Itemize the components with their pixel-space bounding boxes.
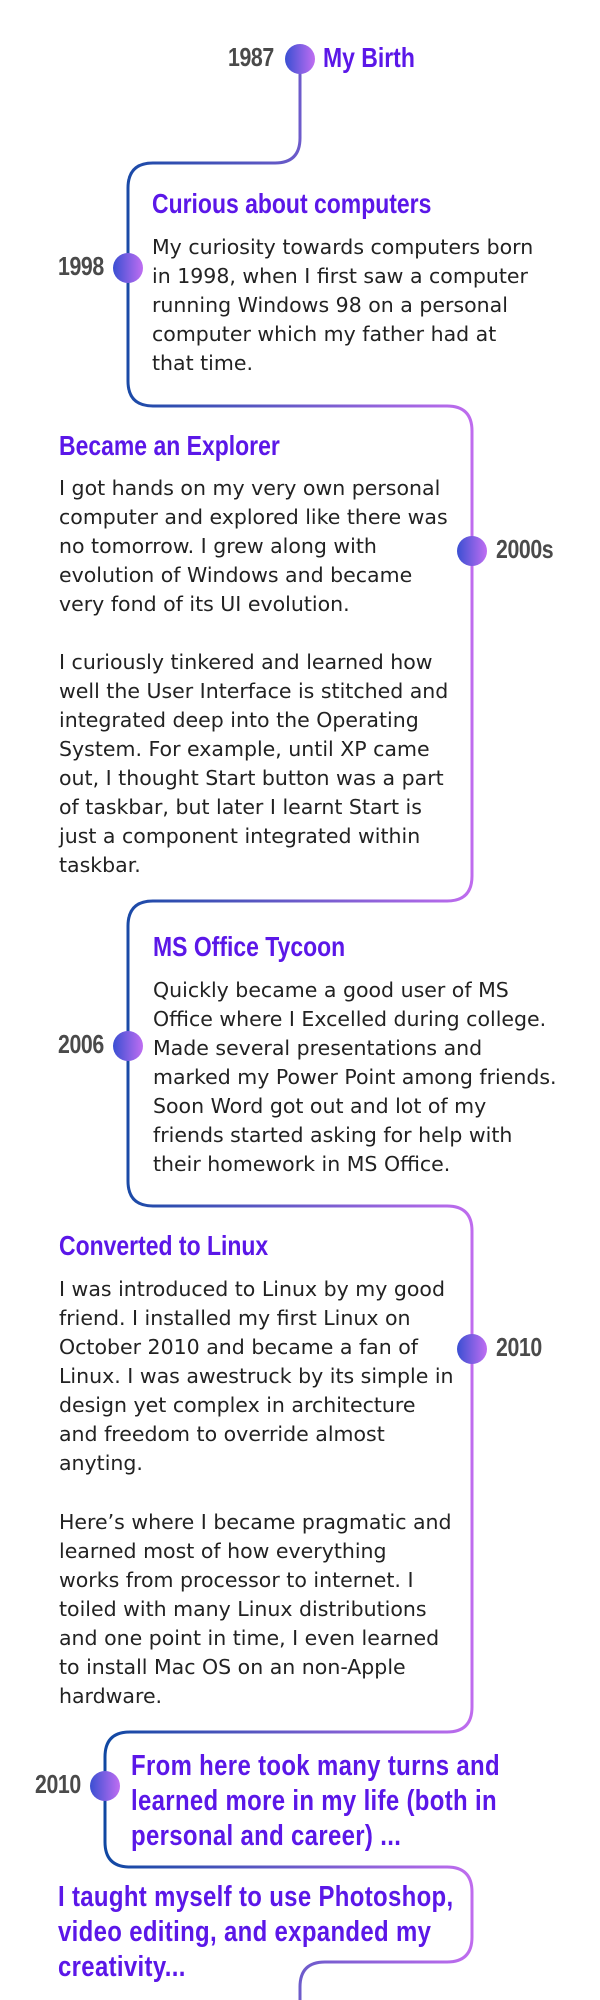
statement-line: video editing, and expanded my xyxy=(58,1916,432,1948)
description-line: works from processor to internet. I xyxy=(59,1568,414,1592)
description-line: marked my Power Point among friends. xyxy=(153,1065,557,1089)
milestone-statement: From here took many turns and learned mor… xyxy=(131,1749,500,1854)
description-line: toiled with many Linux distributions xyxy=(59,1597,427,1621)
description-line: friends started asking for help with xyxy=(153,1123,513,1147)
year-label: 2010 xyxy=(496,1332,542,1362)
milestone-title: Became an Explorer xyxy=(59,430,280,461)
description-line: computer and explored like there was xyxy=(59,505,448,529)
description-line: System. For example, until XP came xyxy=(59,737,430,761)
milestone-statement: I taught myself to use Photoshop, video e… xyxy=(58,1880,453,1985)
year-label: 2000s xyxy=(496,534,554,564)
timeline-dot xyxy=(457,536,487,566)
description-line: Office where I Excelled during college. xyxy=(153,1007,547,1031)
description-line: I got hands on my very own personal xyxy=(59,476,441,500)
statement-line: I taught myself to use Photoshop, xyxy=(58,1881,454,1913)
statement-line: creativity... xyxy=(58,1951,186,1983)
description-line: Soon Word got out and lot of my xyxy=(153,1094,487,1118)
timeline-dot xyxy=(285,44,315,74)
milestone-description: I got hands on my very own personal compu… xyxy=(59,474,459,619)
description-line: running Windows 98 on a personal xyxy=(152,293,508,317)
description-line: that time. xyxy=(152,351,253,375)
timeline-dot xyxy=(113,1031,143,1061)
milestone-description: Here’s where I became pragmatic and learn… xyxy=(59,1508,459,1711)
timeline-segment xyxy=(103,59,474,2000)
description-line: and one point in time, I even learned xyxy=(59,1626,440,1650)
milestone-title: My Birth xyxy=(323,42,415,73)
timeline-dot xyxy=(457,1334,487,1364)
year-label: 2006 xyxy=(58,1029,104,1059)
description-line: Made several presentations and xyxy=(153,1036,483,1060)
statement-line: From here took many turns and xyxy=(131,1750,500,1782)
milestone-description: My curiosity towards computers born in 19… xyxy=(152,233,582,378)
description-line: their homework in MS Office. xyxy=(153,1152,451,1176)
description-line: taskbar. xyxy=(59,853,141,877)
milestone-description: Quickly became a good user of MS Office w… xyxy=(153,976,593,1179)
description-line: anyting. xyxy=(59,1451,143,1475)
description-line: Linux. I was awestruck by its simple in xyxy=(59,1364,454,1388)
description-line: learned most of how everything xyxy=(59,1539,387,1563)
statement-line: personal and career) ... xyxy=(131,1820,402,1852)
description-line: of taskbar, but later I learnt Start is xyxy=(59,795,422,819)
description-line: I curiously tinkered and learned how xyxy=(59,650,433,674)
year-label: 1998 xyxy=(58,251,104,281)
description-line: and freedom to override almost xyxy=(59,1422,385,1446)
statement-line: learned more in my life (both in xyxy=(131,1785,497,1817)
description-line: just a component integrated within xyxy=(59,824,421,848)
timeline-dot xyxy=(90,1771,120,1801)
year-label: 1987 xyxy=(228,42,274,72)
description-line: no tomorrow. I grew along with xyxy=(59,534,377,558)
milestone-title: MS Office Tycoon xyxy=(153,931,346,962)
description-line: computer which my father had at xyxy=(152,322,497,346)
timeline-dot xyxy=(113,253,143,283)
description-line: integrated deep into the Operating xyxy=(59,708,419,732)
milestone-title: Converted to Linux xyxy=(59,1230,269,1261)
description-line: October 2010 and became a fan of xyxy=(59,1335,419,1359)
description-line: hardware. xyxy=(59,1684,163,1708)
description-line: out, I thought Start button was a part xyxy=(59,766,444,790)
milestone-description: I was introduced to Linux by my good frie… xyxy=(59,1275,459,1478)
description-line: I was introduced to Linux by my good xyxy=(59,1277,445,1301)
description-line: friend. I installed my first Linux on xyxy=(59,1306,411,1330)
description-line: in 1998, when I first saw a computer xyxy=(152,264,528,288)
description-line: very fond of its UI evolution. xyxy=(59,592,350,616)
milestone-description: I curiously tinkered and learned how well… xyxy=(59,648,459,880)
description-line: Quickly became a good user of MS xyxy=(153,978,509,1002)
description-line: Here’s where I became pragmatic and xyxy=(59,1510,452,1534)
year-label: 2010 xyxy=(35,1769,81,1799)
description-line: My curiosity towards computers born xyxy=(152,235,534,259)
milestone-title: Curious about computers xyxy=(152,188,432,219)
description-line: evolution of Windows and became xyxy=(59,563,413,587)
description-line: to install Mac OS on an non-Apple xyxy=(59,1655,406,1679)
description-line: well the User Interface is stitched and xyxy=(59,679,449,703)
description-line: design yet complex in architecture xyxy=(59,1393,416,1417)
